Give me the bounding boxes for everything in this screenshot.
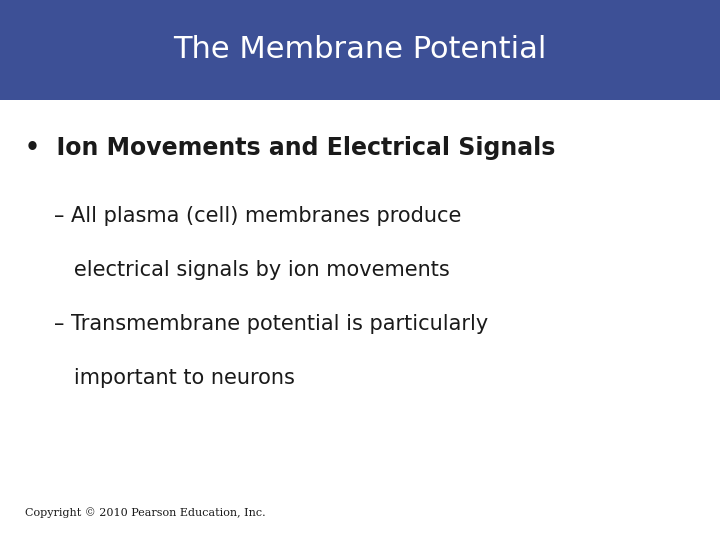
Text: The Membrane Potential: The Membrane Potential [174, 36, 546, 64]
Text: electrical signals by ion movements: electrical signals by ion movements [54, 260, 450, 280]
Text: Copyright © 2010 Pearson Education, Inc.: Copyright © 2010 Pearson Education, Inc. [25, 508, 266, 518]
Text: •  Ion Movements and Electrical Signals: • Ion Movements and Electrical Signals [25, 137, 556, 160]
Bar [0, 0, 720, 100]
Text: – Transmembrane potential is particularly: – Transmembrane potential is particularl… [54, 314, 488, 334]
Text: important to neurons: important to neurons [54, 368, 295, 388]
Text: – All plasma (cell) membranes produce: – All plasma (cell) membranes produce [54, 206, 462, 226]
